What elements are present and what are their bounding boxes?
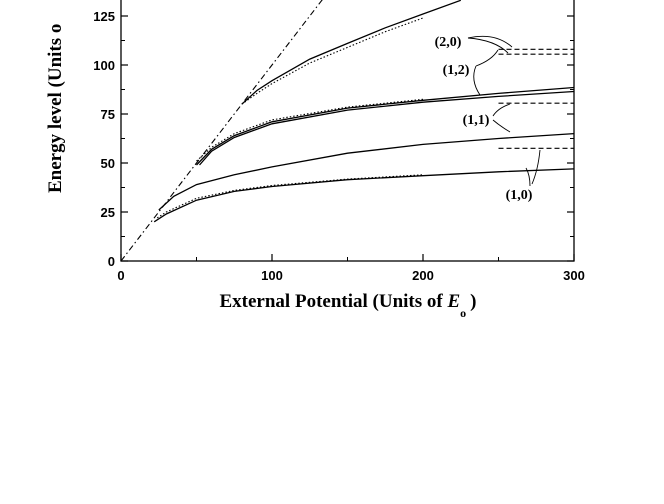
series-line <box>158 132 574 211</box>
x-label-part: o <box>460 306 466 320</box>
x-tick-label: 100 <box>261 268 283 283</box>
x-label-part: E <box>446 291 460 312</box>
y-tick-label: 100 <box>93 58 115 73</box>
y-tick-label: 75 <box>101 107 115 122</box>
series-line <box>121 0 323 261</box>
y-axis-label: Energy level (Units o <box>45 24 66 193</box>
y-tick-label: 25 <box>101 205 115 220</box>
series-line <box>196 98 424 162</box>
annotation: (1,1) <box>463 113 490 128</box>
x-tick-label: 200 <box>412 268 434 283</box>
annotation: (2,0) <box>435 35 462 50</box>
annotation: (1,2) <box>443 63 470 78</box>
x-label-part: External Potential (Units of <box>220 291 448 312</box>
series-line <box>199 90 574 166</box>
series-line <box>156 174 424 219</box>
series-line <box>153 168 574 223</box>
series-line <box>241 17 424 105</box>
y-tick-label: 125 <box>93 9 115 24</box>
leader-lines <box>467 35 541 187</box>
y-tick-label: 50 <box>101 156 115 171</box>
plot-frame <box>120 0 575 262</box>
x-label-part: ) <box>470 291 476 312</box>
x-tick-label: 0 <box>117 268 124 283</box>
x-tick-label: 300 <box>563 268 585 283</box>
series-line <box>241 0 462 105</box>
series-line <box>196 86 574 166</box>
y-tick-label: 0 <box>108 254 115 269</box>
x-axis-label: External Potential (Units of Eo) <box>220 291 477 320</box>
annotation: (1,0) <box>506 188 533 203</box>
